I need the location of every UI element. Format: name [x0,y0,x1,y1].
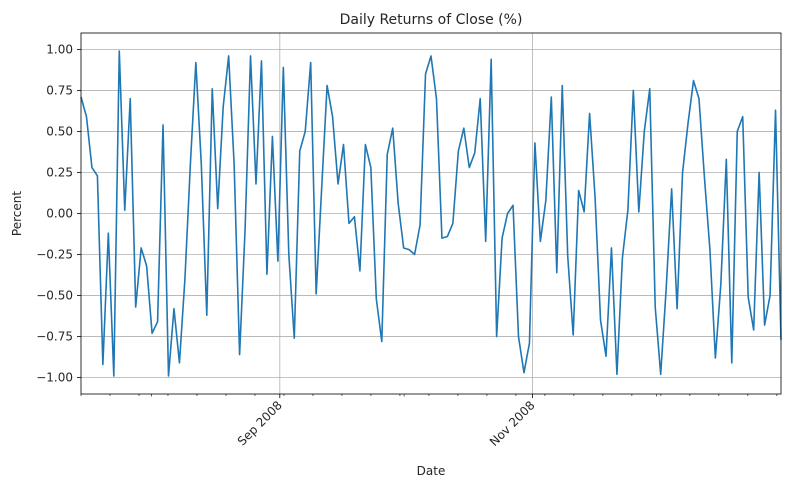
y-tick-label: 0.00 [46,207,73,221]
y-tick-label: 0.75 [46,83,73,97]
y-tick-label: 0.50 [46,124,73,138]
x-axis-title: Date [417,464,446,478]
y-tick-label: 0.25 [46,165,73,179]
y-tick-label: −0.25 [36,248,73,262]
y-tick-label: 1.00 [46,42,73,56]
chart-title: Daily Returns of Close (%) [340,12,523,28]
data-series [80,50,782,377]
y-tick-label: −0.50 [36,289,73,303]
y-tick-label: −1.00 [36,371,73,385]
series-line [80,50,782,377]
y-axis-title: Percent [10,191,24,236]
y-tick-label: −0.75 [36,330,73,344]
